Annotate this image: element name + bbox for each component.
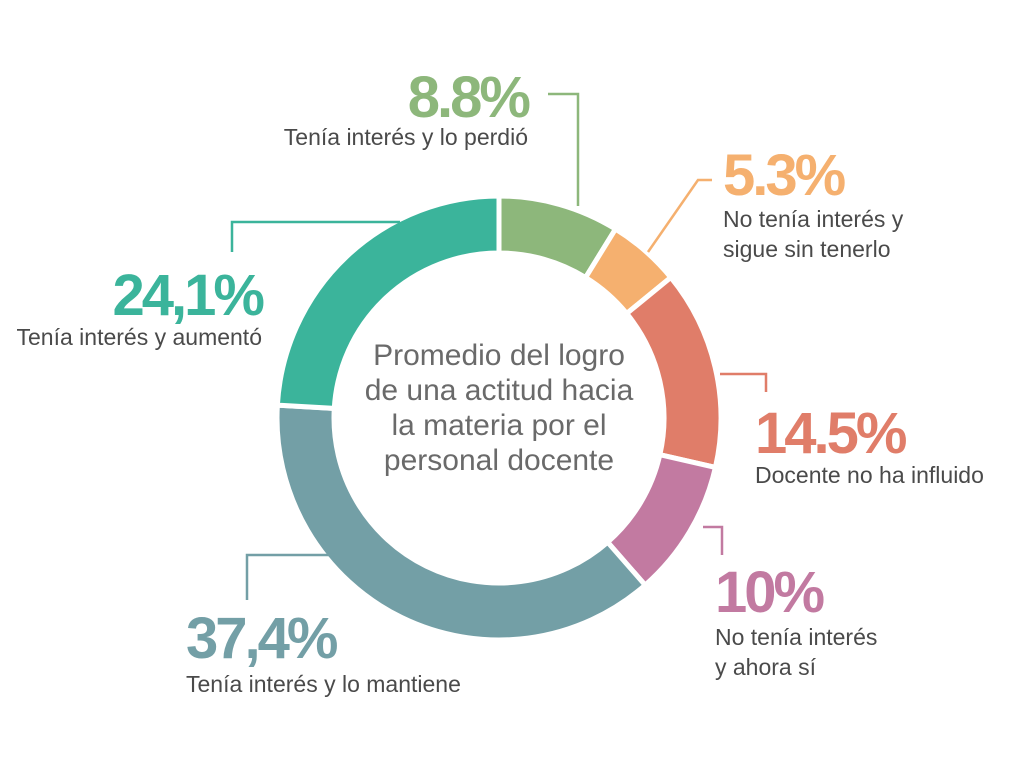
center-label-line-4: personal docente: [384, 444, 614, 477]
leader-line-sigue-sin: [646, 178, 712, 253]
donut-slice-no-influido: [623, 273, 724, 471]
percent-label-ahora-si: 10%: [715, 560, 825, 625]
leader-line-no-influido: [720, 372, 768, 392]
percent-label-no-influido: 14.5%: [755, 401, 907, 466]
center-label-line-1: Promedio del logro: [373, 339, 625, 372]
category-label-ahora-si-line-2: y ahora sí: [715, 654, 817, 680]
slice-annotation-no-influido: 14.5%Docente no ha influido: [720, 372, 984, 488]
slice-annotation-perdio: 8.8%Tenía interés y lo perdió: [284, 65, 580, 206]
center-label-line-2: de una actitud hacia: [365, 374, 634, 407]
category-label-sigue-sin-line-2: sigue sin tenerlo: [723, 236, 891, 262]
slice-annotation-mantiene: 37,4%Tenía interés y lo mantiene: [186, 553, 461, 697]
category-label-sigue-sin-line-1: No tenía interés y: [723, 206, 904, 232]
category-label-aumento-line-1: Tenía interés y aumentó: [17, 324, 262, 350]
slice-annotation-sigue-sin: 5.3%No tenía interés y sigue sin tenerlo: [646, 143, 904, 262]
category-label-mantiene-line-1: Tenía interés y lo mantiene: [186, 671, 461, 697]
leader-line-aumento: [230, 220, 400, 252]
slice-annotation-aumento: 24,1%Tenía interés y aumentó: [17, 220, 400, 350]
percent-label-sigue-sin: 5.3%: [723, 143, 846, 208]
leader-line-perdio: [548, 92, 580, 206]
category-label-ahora-si-line-1: No tenía interés: [715, 624, 877, 650]
percent-label-perdio: 8.8%: [408, 65, 531, 130]
category-label-perdio-line-1: Tenía interés y lo perdió: [284, 124, 528, 150]
category-label-no-influido-line-1: Docente no ha influido: [755, 462, 984, 488]
leader-line-ahora-si: [703, 525, 724, 555]
slice-annotation-ahora-si: 10%No tenía interés y ahora sí: [703, 525, 877, 680]
center-label-line-3: la materia por el: [391, 409, 606, 442]
leader-line-mantiene: [245, 553, 335, 600]
donut-slice-aumento: [274, 193, 502, 412]
percent-label-aumento: 24,1%: [113, 263, 265, 328]
percent-label-mantiene: 37,4%: [186, 606, 338, 671]
donut-slice-mantiene: [274, 402, 649, 643]
